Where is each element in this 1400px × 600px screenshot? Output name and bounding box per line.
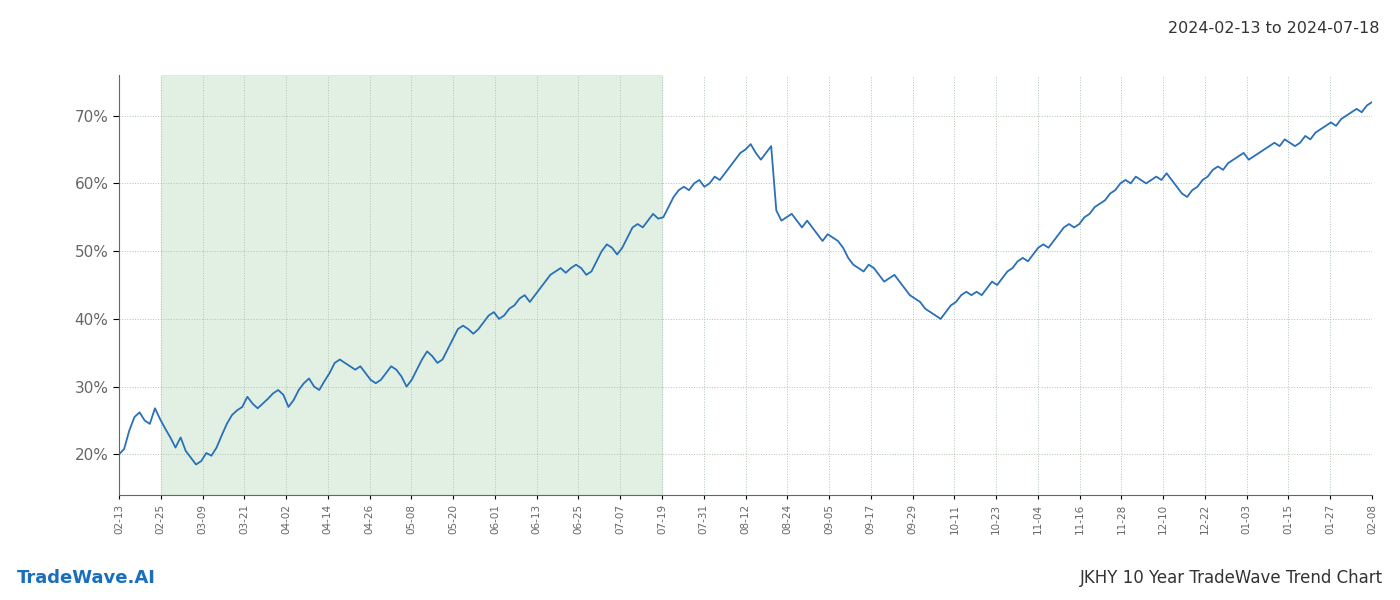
- Text: TradeWave.AI: TradeWave.AI: [17, 569, 155, 587]
- Text: JKHY 10 Year TradeWave Trend Chart: JKHY 10 Year TradeWave Trend Chart: [1079, 569, 1383, 587]
- Bar: [161, 75, 662, 495]
- Text: 2024-02-13 to 2024-07-18: 2024-02-13 to 2024-07-18: [1168, 21, 1379, 36]
